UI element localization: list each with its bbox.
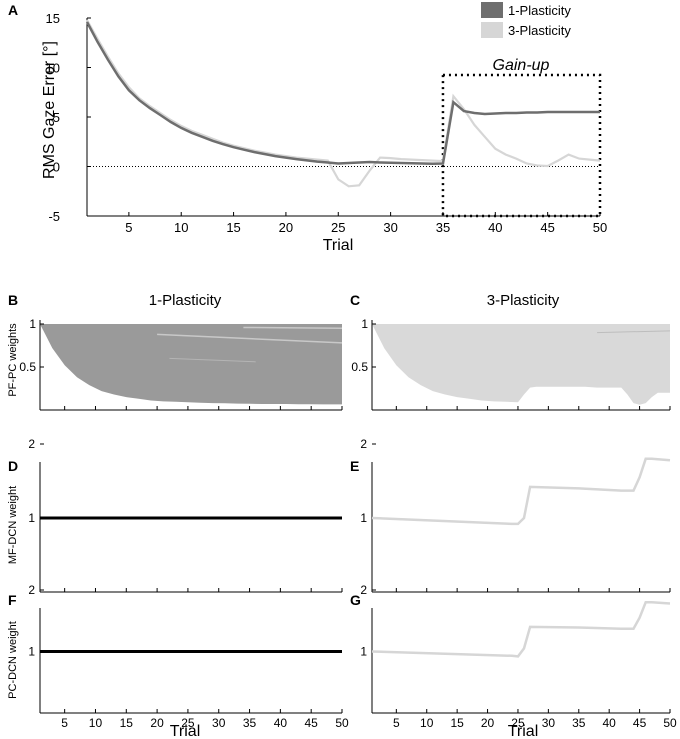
- panel-c-weight-area: [372, 324, 670, 405]
- panel-g-xlabel: Trial: [508, 723, 539, 739]
- panel-label-a: A: [8, 2, 18, 18]
- panel-c-ytick-label: 1: [361, 317, 368, 331]
- series-line-1-plasticity: [85, 21, 600, 165]
- panel-a-ytick-label: 10: [46, 61, 60, 76]
- legend-swatch-3-plasticity: [481, 22, 503, 38]
- panel-f-xtick-label: 25: [181, 716, 195, 730]
- panel-b-title: 1-Plasticity: [149, 292, 222, 309]
- panel-d-ytick-label: 2: [28, 437, 35, 451]
- panel-d-ylabel: MF-DCN weight: [7, 486, 19, 564]
- panel-b-ytick-label: 1: [29, 317, 36, 331]
- panel-g-ytick-label: 1: [360, 645, 367, 659]
- panel-label-d: D: [8, 458, 18, 474]
- panel-a-xtick-label: 30: [383, 220, 397, 235]
- panel-a-ytick-label: 5: [53, 110, 60, 125]
- panel-g-xtick-label: 30: [542, 716, 556, 730]
- panel-f-xtick-label: 20: [150, 716, 164, 730]
- panel-b-ytick-label: 0.5: [19, 360, 36, 374]
- panel-a-xtick-label: 20: [279, 220, 293, 235]
- panel-b-weight-streak: [157, 333, 343, 344]
- panel-a-xtick-label: 10: [174, 220, 188, 235]
- panel-a-xtick-label: 5: [125, 220, 132, 235]
- panel-b-weight-streak: [169, 357, 256, 363]
- panel-f-xtick-label: 35: [243, 716, 257, 730]
- panel-f-xtick-label: 40: [274, 716, 288, 730]
- panel-g-weight-line: [371, 601, 671, 658]
- panel-b-weight-area: [40, 324, 342, 405]
- panel-g-xtick-label: 35: [572, 716, 586, 730]
- panel-a-xtick-label: 25: [331, 220, 345, 235]
- panel-g-xtick-label: 5: [393, 716, 400, 730]
- panel-b-weight-streak: [243, 326, 343, 330]
- legend-label-3-plasticity: 3-Plasticity: [508, 23, 571, 38]
- panel-c-title: 3-Plasticity: [487, 292, 560, 309]
- panel-a-ylabel: RMS Gaze Error [°]: [41, 41, 58, 179]
- series-line-3-plasticity: [86, 19, 601, 188]
- panel-a-xlabel: Trial: [323, 237, 354, 254]
- panel-label-c: C: [350, 292, 360, 308]
- panel-g-ytick-label: 2: [360, 583, 367, 597]
- panel-b-ylabel: PF-PC weights: [7, 323, 19, 397]
- panel-f-xtick-label: 10: [89, 716, 103, 730]
- panel-a-ytick-label: 0: [53, 160, 60, 175]
- panel-g-xtick-label: 20: [481, 716, 495, 730]
- panel-a-xtick-label: 35: [436, 220, 450, 235]
- panel-g-xtick-label: 25: [511, 716, 525, 730]
- panel-a-xtick-label: 50: [593, 220, 607, 235]
- panel-f-xtick-label: 15: [120, 716, 134, 730]
- panel-e-weight-line: [371, 457, 671, 526]
- gain-up-annotation: Gain-up: [493, 57, 550, 74]
- panel-f-xtick-label: 5: [61, 716, 68, 730]
- panel-g-xtick-label: 50: [663, 716, 677, 730]
- panel-g-xtick-label: 15: [450, 716, 464, 730]
- panel-c-ytick-label: 0.5: [351, 360, 368, 374]
- panel-e-ytick-label: 1: [360, 511, 367, 525]
- panel-f-xtick-label: 30: [212, 716, 226, 730]
- panel-d-ytick-label: 1: [28, 511, 35, 525]
- panel-g-xtick-label: 45: [633, 716, 647, 730]
- panel-e-ytick-label: 2: [360, 437, 367, 451]
- panel-a-xtick-label: 40: [488, 220, 502, 235]
- panel-a-ytick-label: 15: [46, 11, 60, 26]
- panel-g-xtick-label: 10: [420, 716, 434, 730]
- legend-label-1-plasticity: 1-Plasticity: [508, 3, 571, 18]
- panel-a-xtick-label: 15: [226, 220, 240, 235]
- panel-f-ylabel: PC-DCN weight: [7, 621, 19, 699]
- panel-label-e: E: [350, 458, 359, 474]
- panel-g-xtick-label: 40: [603, 716, 617, 730]
- gain-up-box: [441, 73, 602, 218]
- panel-f-xtick-label: 45: [305, 716, 319, 730]
- panel-a-ytick-label: -5: [48, 209, 60, 224]
- panel-f-xlabel: Trial: [170, 723, 201, 739]
- panel-f-ytick-label: 1: [28, 645, 35, 659]
- panel-a-xtick-label: 45: [540, 220, 554, 235]
- panel-label-b: B: [8, 292, 18, 308]
- panel-label-g: G: [350, 592, 361, 608]
- panel-f-xtick-label: 50: [335, 716, 349, 730]
- panel-f-ytick-label: 2: [28, 583, 35, 597]
- panel-c-weight-streak: [597, 330, 671, 334]
- legend-swatch-1-plasticity: [481, 2, 503, 18]
- panel-label-f: F: [8, 592, 17, 608]
